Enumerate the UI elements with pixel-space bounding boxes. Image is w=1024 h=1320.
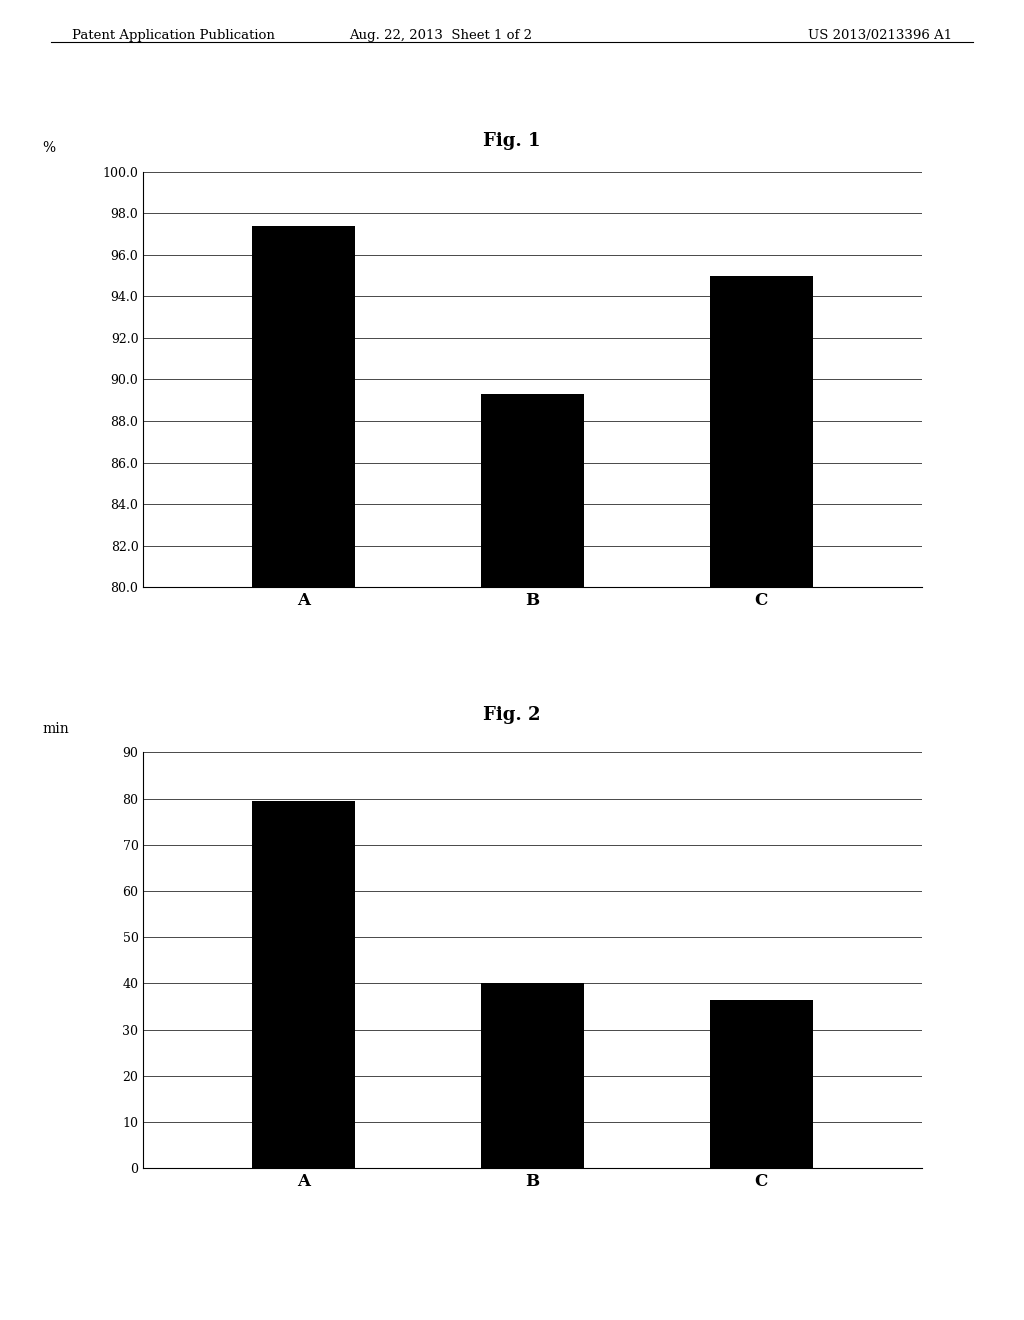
Bar [710, 999, 813, 1168]
Text: US 2013/0213396 A1: US 2013/0213396 A1 [808, 29, 952, 42]
Bar [481, 983, 584, 1168]
Text: Fig. 1: Fig. 1 [483, 132, 541, 150]
Text: Fig. 2: Fig. 2 [483, 706, 541, 725]
Text: %: % [42, 141, 55, 154]
Bar [252, 226, 355, 587]
Text: Aug. 22, 2013  Sheet 1 of 2: Aug. 22, 2013 Sheet 1 of 2 [349, 29, 531, 42]
Bar [481, 395, 584, 587]
Text: Patent Application Publication: Patent Application Publication [72, 29, 274, 42]
Bar [252, 801, 355, 1168]
Bar [710, 276, 813, 587]
Text: min: min [42, 722, 69, 735]
